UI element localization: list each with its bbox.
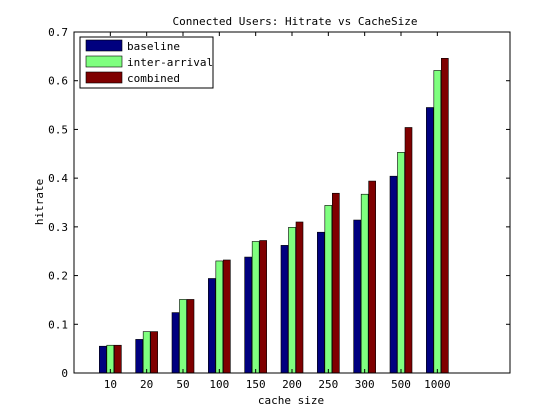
bar-inter-arrival-500 — [397, 152, 405, 374]
bar-baseline-500 — [389, 175, 398, 374]
bar-baseline-1000 — [426, 107, 434, 374]
x-tick-label: 1000 — [424, 378, 451, 391]
bar-inter-arrival-100 — [215, 260, 224, 374]
x-tick-label: 50 — [176, 378, 189, 391]
bar-combined-250 — [332, 192, 340, 374]
x-tick-label: 20 — [140, 378, 153, 391]
bar-combined-300 — [368, 180, 376, 374]
bar-combined-20 — [150, 331, 158, 374]
x-tick-label: 300 — [355, 378, 375, 391]
chart-title: Connected Users: Hitrate vs CacheSize — [172, 15, 417, 28]
bar-inter-arrival-1000 — [433, 70, 442, 374]
x-axis-label: cache size — [258, 394, 324, 407]
bar-baseline-100 — [208, 278, 216, 374]
legend-swatch-combined — [85, 71, 123, 84]
legend-swatch-inter-arrival — [85, 55, 123, 68]
y-axis: 0 0.1 0.2 0.3 0.4 0.5 0.6 0.7 — [48, 26, 510, 380]
legend-label-inter-arrival: inter-arrival — [127, 56, 213, 69]
legend-swatch-baseline — [85, 39, 123, 52]
x-axis: 10 20 50 100 150 200 250 300 500 1000 — [104, 32, 451, 391]
y-tick-label: 0.4 — [48, 172, 68, 185]
bar-baseline-50 — [171, 312, 180, 374]
bar-combined-50 — [186, 299, 195, 374]
bar-combined-500 — [404, 127, 413, 374]
bar-inter-arrival-10 — [106, 344, 115, 374]
bar-inter-arrival-300 — [360, 193, 369, 374]
bar-baseline-20 — [135, 339, 143, 374]
bar-baseline-250 — [317, 231, 325, 374]
bar-inter-arrival-20 — [142, 331, 151, 374]
y-tick-label: 0.1 — [48, 318, 68, 331]
legend-label-combined: combined — [127, 72, 180, 85]
y-tick-label: 0.2 — [48, 270, 68, 283]
bar-combined-100 — [223, 259, 231, 374]
bar-combined-200 — [295, 221, 304, 374]
x-tick-label: 200 — [282, 378, 302, 391]
x-tick-label: 250 — [318, 378, 338, 391]
legend-label-baseline: baseline — [127, 40, 180, 53]
bar-combined-1000 — [441, 58, 449, 374]
bar-baseline-200 — [280, 245, 289, 374]
x-tick-label: 100 — [209, 378, 229, 391]
y-tick-label: 0 — [61, 367, 68, 380]
bar-baseline-300 — [353, 219, 361, 374]
y-tick-label: 0.5 — [48, 123, 68, 136]
legend: baseline inter-arrival combined — [79, 36, 214, 89]
y-tick-label: 0.3 — [48, 221, 68, 234]
bar-inter-arrival-150 — [251, 241, 260, 374]
bar-inter-arrival-250 — [324, 205, 333, 374]
y-axis-label: hitrate — [33, 179, 46, 225]
y-tick-label: 0.6 — [48, 75, 68, 88]
bar-baseline-10 — [99, 345, 107, 374]
bar-baseline-150 — [244, 256, 252, 374]
bar-inter-arrival-50 — [179, 299, 187, 374]
bar-combined-150 — [259, 240, 267, 374]
x-tick-label: 150 — [246, 378, 266, 391]
x-tick-label: 10 — [104, 378, 117, 391]
bar-combined-10 — [114, 344, 122, 374]
x-tick-label: 500 — [391, 378, 411, 391]
y-tick-label: 0.7 — [48, 26, 68, 39]
bar-inter-arrival-200 — [288, 227, 296, 374]
